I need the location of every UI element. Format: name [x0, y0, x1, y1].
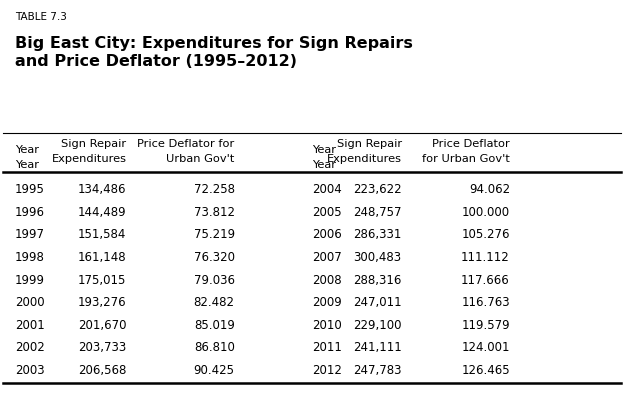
Text: 300,483: 300,483	[354, 251, 402, 264]
Text: 229,100: 229,100	[353, 319, 402, 332]
Text: 2010: 2010	[312, 319, 342, 332]
Text: 1998: 1998	[15, 251, 45, 264]
Text: for Urban Gov't: for Urban Gov't	[422, 154, 510, 164]
Text: 117.666: 117.666	[461, 273, 510, 286]
Text: 111.112: 111.112	[461, 251, 510, 264]
Text: 2003: 2003	[15, 364, 45, 377]
Text: 241,111: 241,111	[353, 341, 402, 354]
Text: Expenditures: Expenditures	[327, 154, 402, 164]
Text: 75.219: 75.219	[193, 229, 235, 242]
Text: Price Deflator for: Price Deflator for	[137, 139, 235, 149]
Text: 72.258: 72.258	[193, 183, 235, 196]
Text: 248,757: 248,757	[353, 206, 402, 219]
Text: 86.810: 86.810	[194, 341, 235, 354]
Text: 82.482: 82.482	[193, 296, 235, 309]
Text: 2004: 2004	[312, 183, 342, 196]
Text: 2002: 2002	[15, 341, 45, 354]
Text: 2009: 2009	[312, 296, 342, 309]
Text: 2012: 2012	[312, 364, 342, 377]
Text: 193,276: 193,276	[78, 296, 127, 309]
Text: 116.763: 116.763	[461, 296, 510, 309]
Text: 288,316: 288,316	[353, 273, 402, 286]
Text: 201,670: 201,670	[78, 319, 127, 332]
Text: 79.036: 79.036	[193, 273, 235, 286]
Text: Sign Repair: Sign Repair	[61, 139, 127, 149]
Text: 223,622: 223,622	[353, 183, 402, 196]
Text: 124.001: 124.001	[461, 341, 510, 354]
Text: Year: Year	[15, 160, 39, 170]
Text: 247,011: 247,011	[353, 296, 402, 309]
Text: 119.579: 119.579	[461, 319, 510, 332]
Text: Urban Gov't: Urban Gov't	[167, 154, 235, 164]
Text: 2007: 2007	[312, 251, 342, 264]
Text: Big East City: Expenditures for Sign Repairs
and Price Deflator (1995–2012): Big East City: Expenditures for Sign Rep…	[15, 36, 413, 69]
Text: 2008: 2008	[312, 273, 341, 286]
Text: 73.812: 73.812	[193, 206, 235, 219]
Text: 2001: 2001	[15, 319, 45, 332]
Text: 90.425: 90.425	[193, 364, 235, 377]
Text: 105.276: 105.276	[461, 229, 510, 242]
Text: 126.465: 126.465	[461, 364, 510, 377]
Text: Expenditures: Expenditures	[51, 154, 127, 164]
Text: 144,489: 144,489	[78, 206, 127, 219]
Text: 76.320: 76.320	[193, 251, 235, 264]
Text: 85.019: 85.019	[194, 319, 235, 332]
Text: 206,568: 206,568	[78, 364, 127, 377]
Text: 134,486: 134,486	[78, 183, 127, 196]
Text: Year: Year	[312, 160, 336, 170]
Text: Price Deflator: Price Deflator	[432, 139, 510, 149]
Text: 1995: 1995	[15, 183, 45, 196]
Text: 286,331: 286,331	[353, 229, 402, 242]
Text: Year: Year	[15, 145, 39, 154]
Text: 1999: 1999	[15, 273, 45, 286]
Text: Sign Repair: Sign Repair	[336, 139, 402, 149]
Text: 2005: 2005	[312, 206, 341, 219]
Text: 151,584: 151,584	[78, 229, 127, 242]
Text: 2000: 2000	[15, 296, 45, 309]
Text: 94.062: 94.062	[469, 183, 510, 196]
Text: 203,733: 203,733	[78, 341, 127, 354]
Text: Year: Year	[312, 145, 336, 154]
Text: 1996: 1996	[15, 206, 45, 219]
Text: 2006: 2006	[312, 229, 342, 242]
Text: 100.000: 100.000	[462, 206, 510, 219]
Text: 1997: 1997	[15, 229, 45, 242]
Text: 2011: 2011	[312, 341, 342, 354]
Text: 161,148: 161,148	[78, 251, 127, 264]
Text: 247,783: 247,783	[353, 364, 402, 377]
Text: TABLE 7.3: TABLE 7.3	[15, 13, 67, 22]
Text: 175,015: 175,015	[78, 273, 127, 286]
